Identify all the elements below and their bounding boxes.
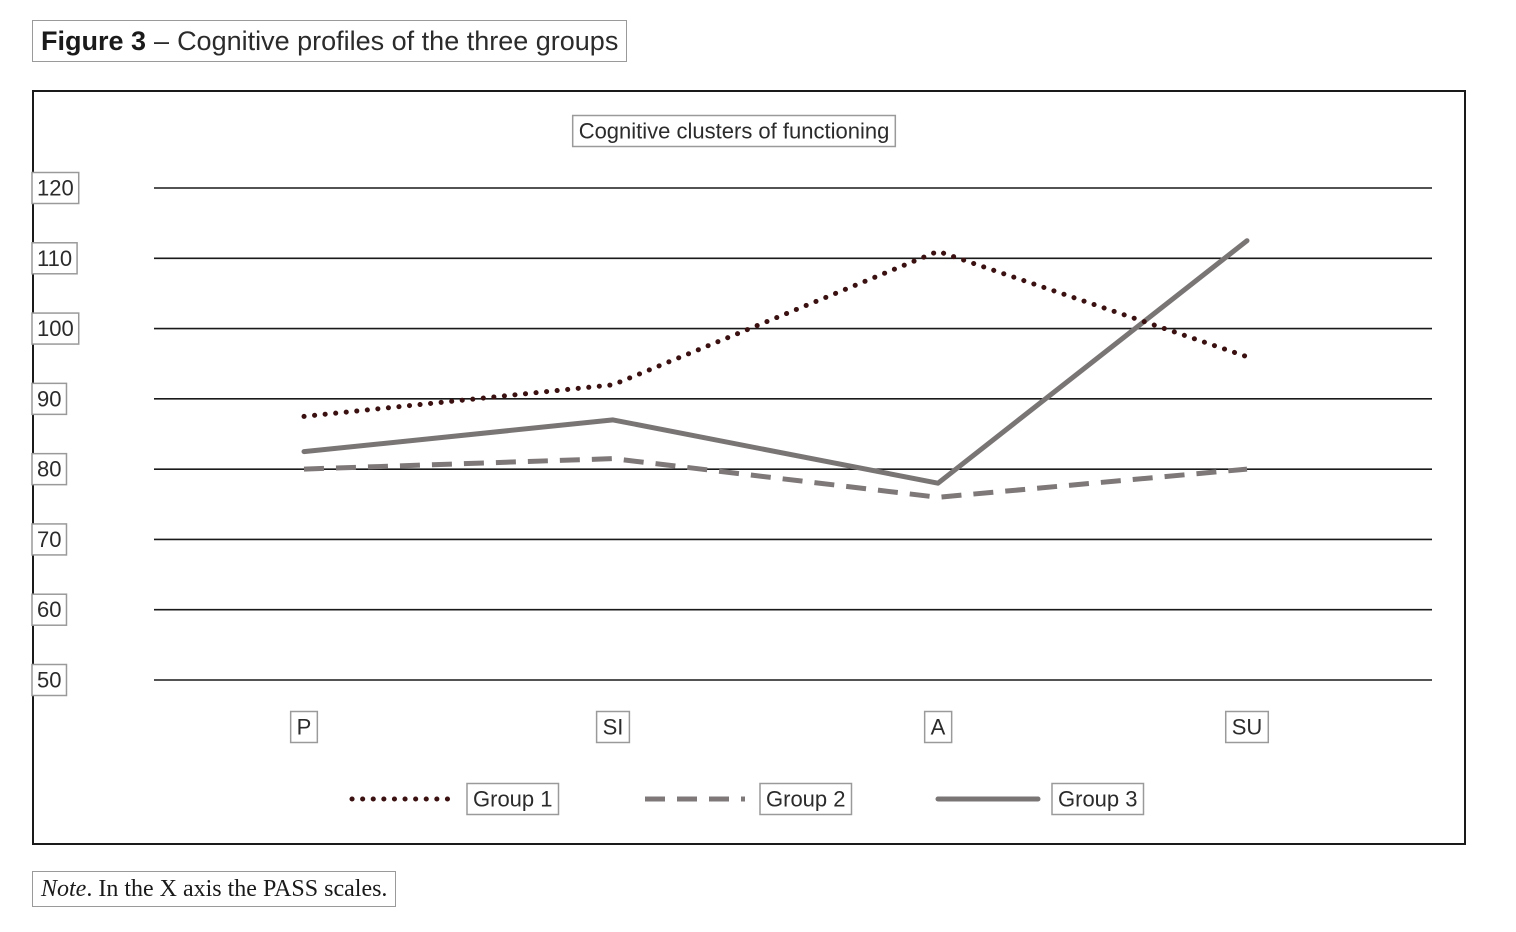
y-tick-label: 100 (37, 316, 74, 341)
legend-label-group-2: Group 2 (766, 787, 846, 812)
chart-title: Cognitive clusters of functioning (579, 119, 890, 144)
y-tick-label: 110 (37, 246, 72, 271)
y-tick-label-box (31, 242, 78, 275)
y-tick-label: 60 (37, 597, 61, 622)
y-tick-label-box (31, 452, 68, 486)
y-tick-label-box (31, 593, 68, 626)
series-line-group-3 (301, 238, 1250, 486)
legend-label-group-1: Group 1 (473, 787, 553, 812)
series-line-group-1 (301, 248, 1250, 419)
series-line-group-2 (303, 456, 1248, 500)
x-tick-label: SI (603, 715, 624, 740)
legend-label-group-1-box (466, 782, 560, 816)
chart-title-box (571, 114, 897, 148)
note-text: . In the X axis the PASS scales. (86, 875, 388, 902)
x-tick-label-box (595, 710, 631, 744)
x-tick-label: A (931, 715, 946, 740)
y-tick-label: 120 (37, 176, 74, 201)
x-tick-label-box (923, 710, 953, 744)
y-tick-label: 80 (37, 457, 61, 482)
y-tick-label-box (31, 382, 68, 416)
figure-note: Note. In the X axis the PASS scales. (32, 871, 397, 907)
legend-label-group-3: Group 3 (1058, 787, 1138, 812)
y-tick-label-box (31, 171, 80, 205)
y-tick-label: 70 (37, 527, 61, 552)
x-tick-label-box (289, 710, 319, 744)
y-tick-label: 90 (37, 386, 61, 411)
figure-title: Figure 3 – Cognitive profiles of the thr… (32, 20, 628, 62)
y-tick-label: 50 (37, 668, 61, 693)
legend-label-group-2-box (759, 782, 853, 816)
x-tick-label-box (1224, 710, 1270, 744)
figure-label: Figure 3 (41, 25, 147, 56)
x-tick-label: SU (1232, 715, 1263, 740)
figure-dash: – (154, 25, 170, 56)
y-tick-label-box (31, 523, 68, 556)
y-tick-label-box (31, 663, 68, 697)
figure-caption: Cognitive profiles of the three groups (177, 25, 619, 56)
note-lead: Note (41, 875, 87, 902)
legend-label-group-3-box (1051, 782, 1145, 816)
x-tick-label: P (297, 715, 312, 740)
y-tick-label-box (31, 312, 80, 345)
